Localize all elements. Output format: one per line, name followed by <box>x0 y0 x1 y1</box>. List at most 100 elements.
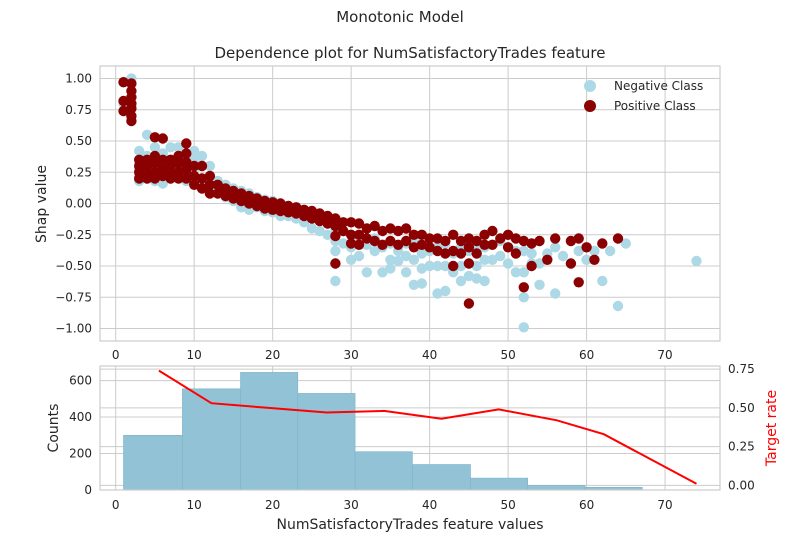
positive-class-point <box>338 217 349 228</box>
positive-class-point <box>157 163 168 174</box>
scatter-ytick-label: −0.25 <box>55 228 92 242</box>
positive-class-point <box>196 173 208 184</box>
positive-class-point <box>275 205 286 217</box>
positive-class-point <box>479 229 490 240</box>
negative-class-point <box>471 273 482 284</box>
negative-class-point <box>141 129 153 140</box>
target-rate-line <box>158 369 697 485</box>
positive-class-point <box>565 258 577 269</box>
legend-marker-negative <box>584 80 596 92</box>
histogram-ytick-label: 0 <box>84 483 92 497</box>
target-rate-ylabel: Target rate <box>764 390 780 467</box>
negative-class-point <box>400 250 412 262</box>
positive-class-point <box>581 242 592 253</box>
histogram-panel: 0 10 20 30 40 50 60 70 0 200 400 600 0.00 0.25 0.50 0.7… <box>46 362 780 533</box>
negative-class-point <box>204 160 216 172</box>
positive-class-point <box>495 233 506 244</box>
histogram-frame <box>99 365 721 491</box>
positive-class-point <box>204 170 216 182</box>
scatter-xtick-label: 30 <box>343 348 358 362</box>
positive-class-point <box>251 200 263 212</box>
positive-class-point <box>126 115 137 127</box>
positive-class-point <box>126 103 137 114</box>
positive-class-point <box>181 173 192 184</box>
scatter-ytick-label: 0.75 <box>65 103 92 117</box>
negative-class-point <box>510 267 522 278</box>
negative-class-point <box>393 255 404 267</box>
positive-class-point <box>181 138 192 149</box>
positive-class-point <box>377 239 388 250</box>
histogram-xtick-label: 30 <box>343 498 358 512</box>
positive-class-point <box>612 233 624 244</box>
scatter-ytick-label: 0.25 <box>65 165 92 179</box>
positive-class-point <box>345 229 357 240</box>
negative-class-point <box>597 275 608 287</box>
histogram-ytick-label: 400 <box>69 410 92 424</box>
positive-class-point <box>212 179 223 190</box>
negative-class-point <box>322 229 333 240</box>
positive-class-point <box>361 233 372 244</box>
negative-class-point <box>385 254 396 265</box>
negative-class-point <box>385 263 396 274</box>
negative-class-point <box>416 248 427 259</box>
positive-class-point <box>408 229 420 240</box>
positive-class-point <box>463 242 475 253</box>
scatter-title: Dependence plot for NumSatisfactoryTrade… <box>215 44 606 62</box>
negative-class-point <box>620 238 631 249</box>
positive-class-point <box>510 248 522 259</box>
negative-class-point <box>432 288 443 299</box>
positive-class-point <box>141 173 153 184</box>
positive-class-point <box>487 225 498 237</box>
positive-class-point <box>243 198 255 209</box>
positive-class-point <box>322 210 333 222</box>
positive-class-point <box>353 229 365 240</box>
negative-class-point <box>471 260 482 272</box>
positive-class-point <box>597 238 608 249</box>
negative-class-point <box>400 267 412 278</box>
negative-class-point <box>416 278 427 289</box>
negative-class-point <box>361 267 372 278</box>
positive-class-point <box>518 282 529 293</box>
negative-class-point <box>330 275 341 287</box>
positive-class-point <box>448 260 459 272</box>
positive-class-point <box>502 242 514 253</box>
positive-class-point <box>306 213 318 224</box>
histogram-bar <box>123 434 183 491</box>
positive-class-point <box>189 170 200 182</box>
negative-class-point <box>604 245 616 257</box>
scatter-ytick-label: 0.50 <box>65 134 92 148</box>
positive-class-point <box>487 239 498 250</box>
negative-class-point <box>165 142 176 153</box>
positive-class-point <box>189 179 200 190</box>
negative-class-point <box>550 288 561 299</box>
positive-class-point <box>173 158 184 169</box>
positive-class-point <box>212 188 223 199</box>
scatter-panel: 0 10 20 30 40 50 60 70 −1.00 −0.75 −0.50 −0.25 0.00 0… <box>34 65 721 362</box>
histogram-xtick-label: 70 <box>657 498 672 512</box>
positive-class-point <box>385 235 396 247</box>
positive-class-point <box>369 220 380 232</box>
positive-class-point <box>228 185 239 197</box>
positive-class-point <box>353 239 365 250</box>
positive-class-point <box>400 235 412 247</box>
negative-class-point <box>408 254 420 265</box>
negative-class-point <box>518 292 529 303</box>
histogram-xtick-label: 20 <box>265 498 280 512</box>
positive-class-point <box>518 235 529 247</box>
histogram-xtick-label: 50 <box>500 498 515 512</box>
positive-class-point <box>448 245 459 257</box>
positive-class-point <box>400 223 412 234</box>
scatter-ytick-label: −0.75 <box>55 290 92 304</box>
positive-class-point <box>330 258 341 269</box>
negative-class-point <box>455 275 467 287</box>
target-rate-tick-label: 0.50 <box>728 401 755 415</box>
positive-class-point <box>565 235 577 247</box>
positive-class-point <box>471 235 482 247</box>
positive-class-point <box>440 248 451 259</box>
positive-class-point <box>173 150 184 162</box>
negative-class-point <box>149 142 161 153</box>
positive-class-point <box>573 277 584 288</box>
positive-class-point <box>330 220 341 232</box>
histogram-bar <box>527 485 586 491</box>
